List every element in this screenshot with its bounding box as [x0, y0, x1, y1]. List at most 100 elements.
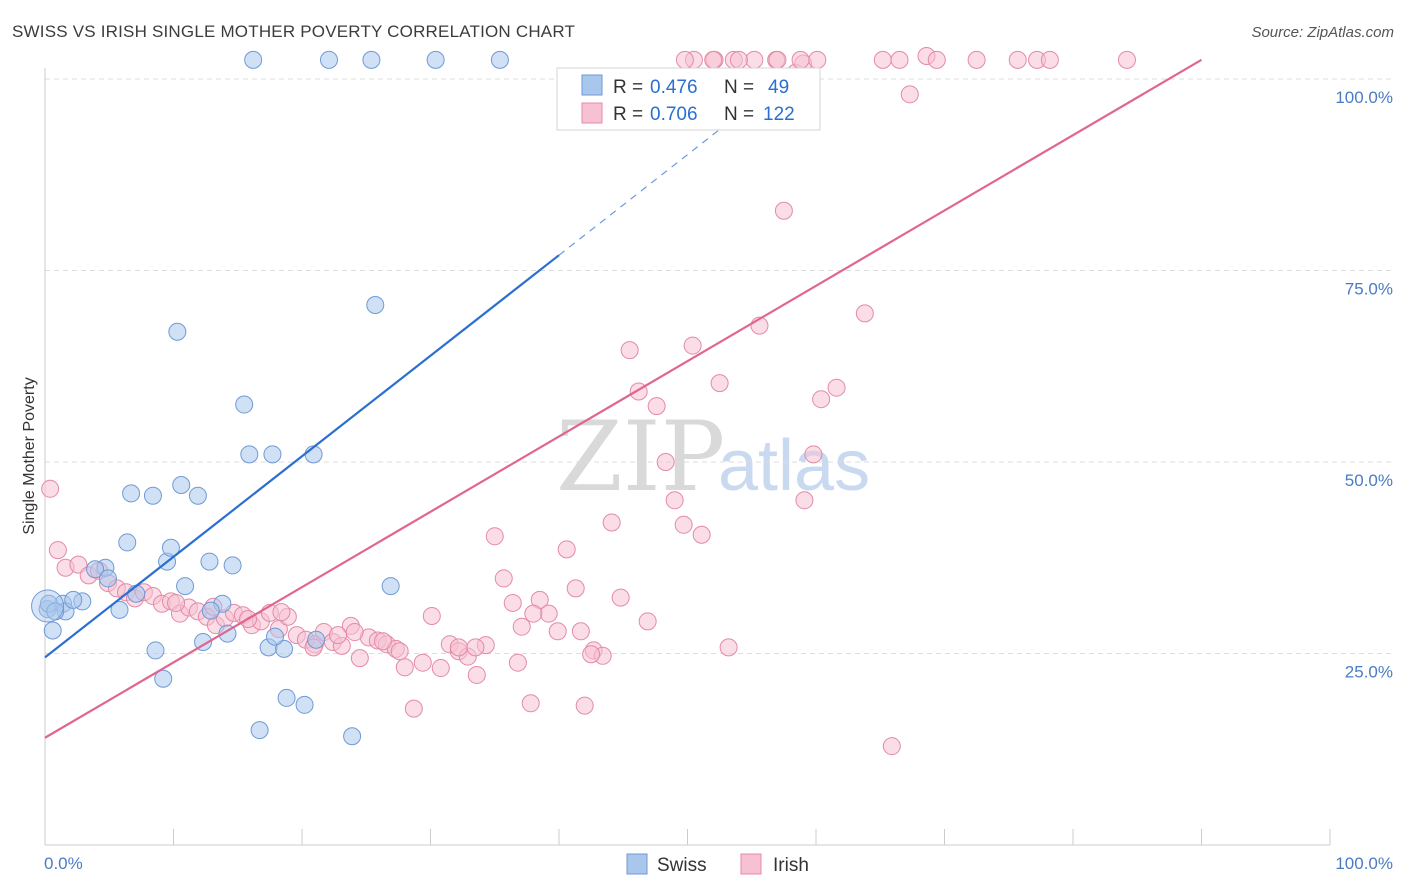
swiss-points — [31, 50, 509, 746]
irish-point — [873, 50, 892, 69]
irish-r-label: R = — [613, 104, 643, 125]
swiss-point — [277, 688, 296, 707]
irish-point — [328, 626, 347, 645]
swiss-r-value: 0.476 — [650, 77, 698, 98]
irish-r-value: 0.706 — [650, 104, 698, 125]
swiss-point — [200, 552, 219, 571]
irish-point — [611, 588, 630, 607]
swiss-point — [64, 590, 83, 609]
irish-point — [373, 632, 392, 651]
irish-point — [745, 50, 764, 69]
irish-point — [41, 479, 60, 498]
irish-point — [674, 515, 693, 534]
swiss-point — [426, 50, 445, 69]
irish-point — [494, 569, 513, 588]
swiss-point — [168, 322, 187, 341]
stats-legend: R = 0.476 N = 49 R = 0.706 N = 122 — [556, 67, 821, 131]
irish-point — [729, 50, 748, 69]
swiss-point — [86, 560, 105, 579]
x-tick-label-right: 100.0% — [1335, 854, 1393, 873]
irish-point — [48, 541, 67, 560]
irish-point — [791, 50, 810, 69]
irish-point — [768, 50, 787, 69]
irish-point — [882, 737, 901, 756]
irish-point — [900, 85, 919, 104]
irish-point — [345, 623, 364, 642]
series-legend: Swiss Irish — [626, 853, 809, 876]
irish-point — [812, 390, 831, 409]
irish-point — [890, 50, 909, 69]
swiss-point — [146, 641, 165, 660]
swiss-point — [244, 50, 263, 69]
irish-point — [575, 696, 594, 715]
irish-point — [647, 397, 666, 416]
y-tick-label-75: 75.0% — [1345, 280, 1393, 299]
swiss-point — [240, 445, 259, 464]
irish-point — [467, 665, 486, 684]
irish-point — [521, 694, 540, 713]
irish-point — [431, 659, 450, 678]
x-tick-label-left: 0.0% — [44, 854, 83, 873]
irish-point — [512, 617, 531, 636]
swiss-point — [154, 669, 173, 688]
irish-point — [855, 304, 874, 323]
irish-point — [665, 491, 684, 510]
irish-point — [413, 653, 432, 672]
irish-point — [808, 50, 827, 69]
swiss-point — [98, 569, 117, 588]
y-tick-labels: 25.0% 50.0% 75.0% 100.0% — [1335, 88, 1393, 682]
irish-point — [774, 201, 793, 220]
irish-point — [719, 638, 738, 657]
y-axis-title: Single Mother Poverty — [21, 377, 38, 534]
swiss-point — [362, 50, 381, 69]
swiss-point — [235, 395, 254, 414]
irish-point — [571, 622, 590, 641]
irish-point — [1117, 50, 1136, 69]
swiss-point — [143, 486, 162, 505]
irish-point — [804, 445, 823, 464]
irish-legend-swatch — [581, 102, 603, 124]
gridlines — [45, 78, 1392, 654]
swiss-point — [266, 627, 285, 646]
irish-point — [1040, 50, 1059, 69]
irish-point — [485, 527, 504, 546]
irish-point — [557, 540, 576, 559]
irish-trendline — [44, 58, 1203, 739]
swiss-point — [381, 577, 400, 596]
swiss-point — [194, 633, 213, 652]
irish-point — [566, 579, 585, 598]
swiss-n-label: N = — [724, 77, 754, 98]
x-ticks — [44, 829, 1331, 845]
swiss-point — [343, 727, 362, 746]
y-tick-label-50: 50.0% — [1345, 471, 1393, 490]
irish-point — [967, 50, 986, 69]
irish-point — [795, 491, 814, 510]
irish-point — [167, 593, 186, 612]
irish-point — [710, 374, 729, 393]
swiss-point-cluster — [31, 589, 65, 623]
watermark-zip: ZIP — [556, 401, 725, 513]
irish-point — [1008, 50, 1027, 69]
irish-point — [539, 604, 558, 623]
swiss-point — [172, 475, 191, 494]
irish-point — [466, 638, 485, 657]
irish-point — [422, 606, 441, 625]
irish-point — [508, 653, 527, 672]
irish-point — [449, 638, 468, 657]
source-label: Source: ZipAtlas.com — [1251, 24, 1394, 41]
swiss-point — [275, 639, 294, 658]
irish-point — [675, 50, 694, 69]
irish-point — [620, 341, 639, 360]
irish-n-value: 122 — [763, 104, 795, 125]
irish-point — [524, 604, 543, 623]
swiss-point — [110, 600, 129, 619]
swiss-point — [295, 695, 314, 714]
irish-point — [827, 378, 846, 397]
irish-n-label: N = — [724, 104, 754, 125]
irish-point — [692, 525, 711, 544]
swiss-trendline — [44, 254, 560, 659]
swiss-point — [250, 721, 269, 740]
swiss-point — [122, 484, 141, 503]
irish-point — [602, 513, 621, 532]
